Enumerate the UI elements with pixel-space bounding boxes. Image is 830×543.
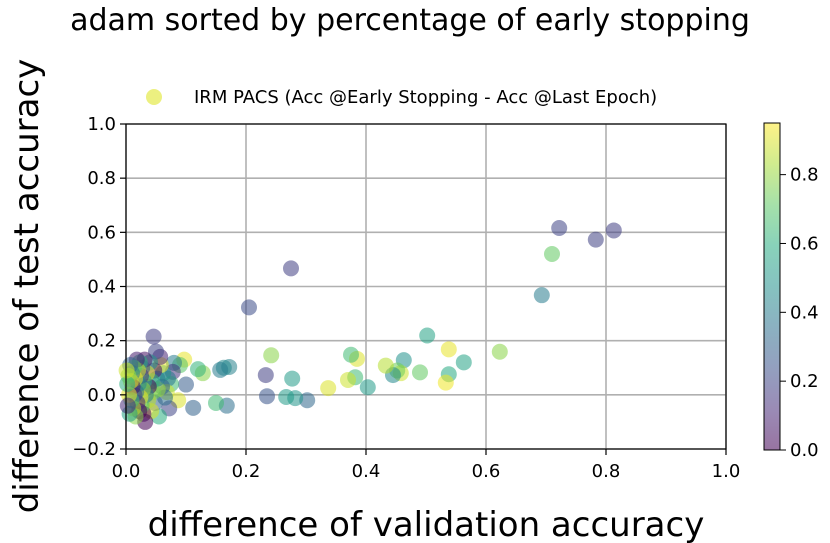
data-point bbox=[587, 231, 604, 248]
data-point bbox=[118, 362, 135, 379]
y-tick-label: 0.4 bbox=[87, 277, 116, 298]
legend-marker bbox=[146, 89, 162, 105]
legend-label: IRM PACS (Acc @Early Stopping - Acc @Las… bbox=[194, 87, 657, 108]
data-point bbox=[320, 380, 337, 397]
data-point bbox=[340, 371, 356, 388]
colorbar-tick-label: 0.6 bbox=[790, 233, 819, 254]
colorbar-ticks: 0.0 0.2 0.4 0.6 0.8 bbox=[780, 165, 819, 461]
colorbar-tick-label: 0.8 bbox=[790, 165, 819, 186]
data-point bbox=[491, 343, 508, 360]
data-point bbox=[455, 354, 472, 371]
x-axis-ticks: 0.0 0.2 0.4 0.6 0.8 1.0 bbox=[112, 449, 741, 482]
data-point bbox=[359, 379, 376, 396]
data-point bbox=[278, 389, 295, 405]
data-point bbox=[119, 397, 136, 414]
data-point bbox=[419, 327, 436, 344]
y-tick-label: 0.8 bbox=[87, 168, 116, 189]
data-point bbox=[299, 392, 316, 409]
x-tick-label: 0.6 bbox=[472, 461, 501, 482]
data-point bbox=[259, 388, 275, 405]
colorbar-tick-label: 0.2 bbox=[790, 371, 819, 392]
data-point bbox=[212, 361, 229, 378]
data-point bbox=[208, 394, 224, 411]
x-tick-label: 0.2 bbox=[232, 461, 261, 482]
y-tick-label: 0.0 bbox=[87, 385, 116, 406]
colorbar-gradient bbox=[764, 123, 780, 450]
x-axis-label: difference of validation accuracy bbox=[148, 505, 705, 543]
x-tick-label: 1.0 bbox=[712, 461, 741, 482]
y-tick-label: 0.6 bbox=[87, 222, 116, 243]
data-point bbox=[343, 346, 359, 363]
colorbar-frame bbox=[763, 122, 781, 451]
data-point bbox=[440, 341, 457, 358]
data-point bbox=[241, 299, 257, 316]
data-point bbox=[551, 220, 568, 236]
y-tick-label: 1.0 bbox=[87, 114, 116, 135]
y-axis-ticks: −0.2 0.0 0.2 0.4 0.6 0.8 1.0 bbox=[72, 114, 126, 460]
data-point bbox=[283, 260, 299, 277]
data-point bbox=[412, 364, 428, 381]
y-tick-label: 0.2 bbox=[87, 331, 116, 352]
chart-title: adam sorted by percentage of early stopp… bbox=[70, 3, 750, 38]
x-tick-label: 0.4 bbox=[352, 461, 381, 482]
colorbar-tick-label: 0.4 bbox=[790, 302, 819, 323]
data-point bbox=[263, 347, 280, 364]
x-tick-label: 0.0 bbox=[112, 461, 141, 482]
x-tick-label: 0.8 bbox=[592, 461, 621, 482]
data-point bbox=[145, 328, 162, 345]
y-tick-label: −0.2 bbox=[72, 439, 116, 460]
data-point bbox=[257, 367, 274, 384]
data-point bbox=[533, 287, 550, 304]
legend: IRM PACS (Acc @Early Stopping - Acc @Las… bbox=[146, 87, 657, 108]
data-point bbox=[119, 376, 136, 392]
data-point bbox=[178, 376, 194, 393]
y-axis-label: difference of test accuracy bbox=[7, 59, 47, 514]
colorbar: 0.0 0.2 0.4 0.6 0.8 bbox=[763, 122, 819, 461]
data-point bbox=[437, 374, 454, 391]
data-point bbox=[185, 399, 202, 416]
data-point bbox=[544, 246, 560, 262]
data-point bbox=[377, 357, 394, 374]
data-point bbox=[284, 370, 301, 387]
data-point bbox=[190, 361, 206, 378]
data-points bbox=[118, 220, 622, 430]
data-point bbox=[605, 222, 622, 239]
colorbar-tick-label: 0.0 bbox=[790, 440, 819, 461]
